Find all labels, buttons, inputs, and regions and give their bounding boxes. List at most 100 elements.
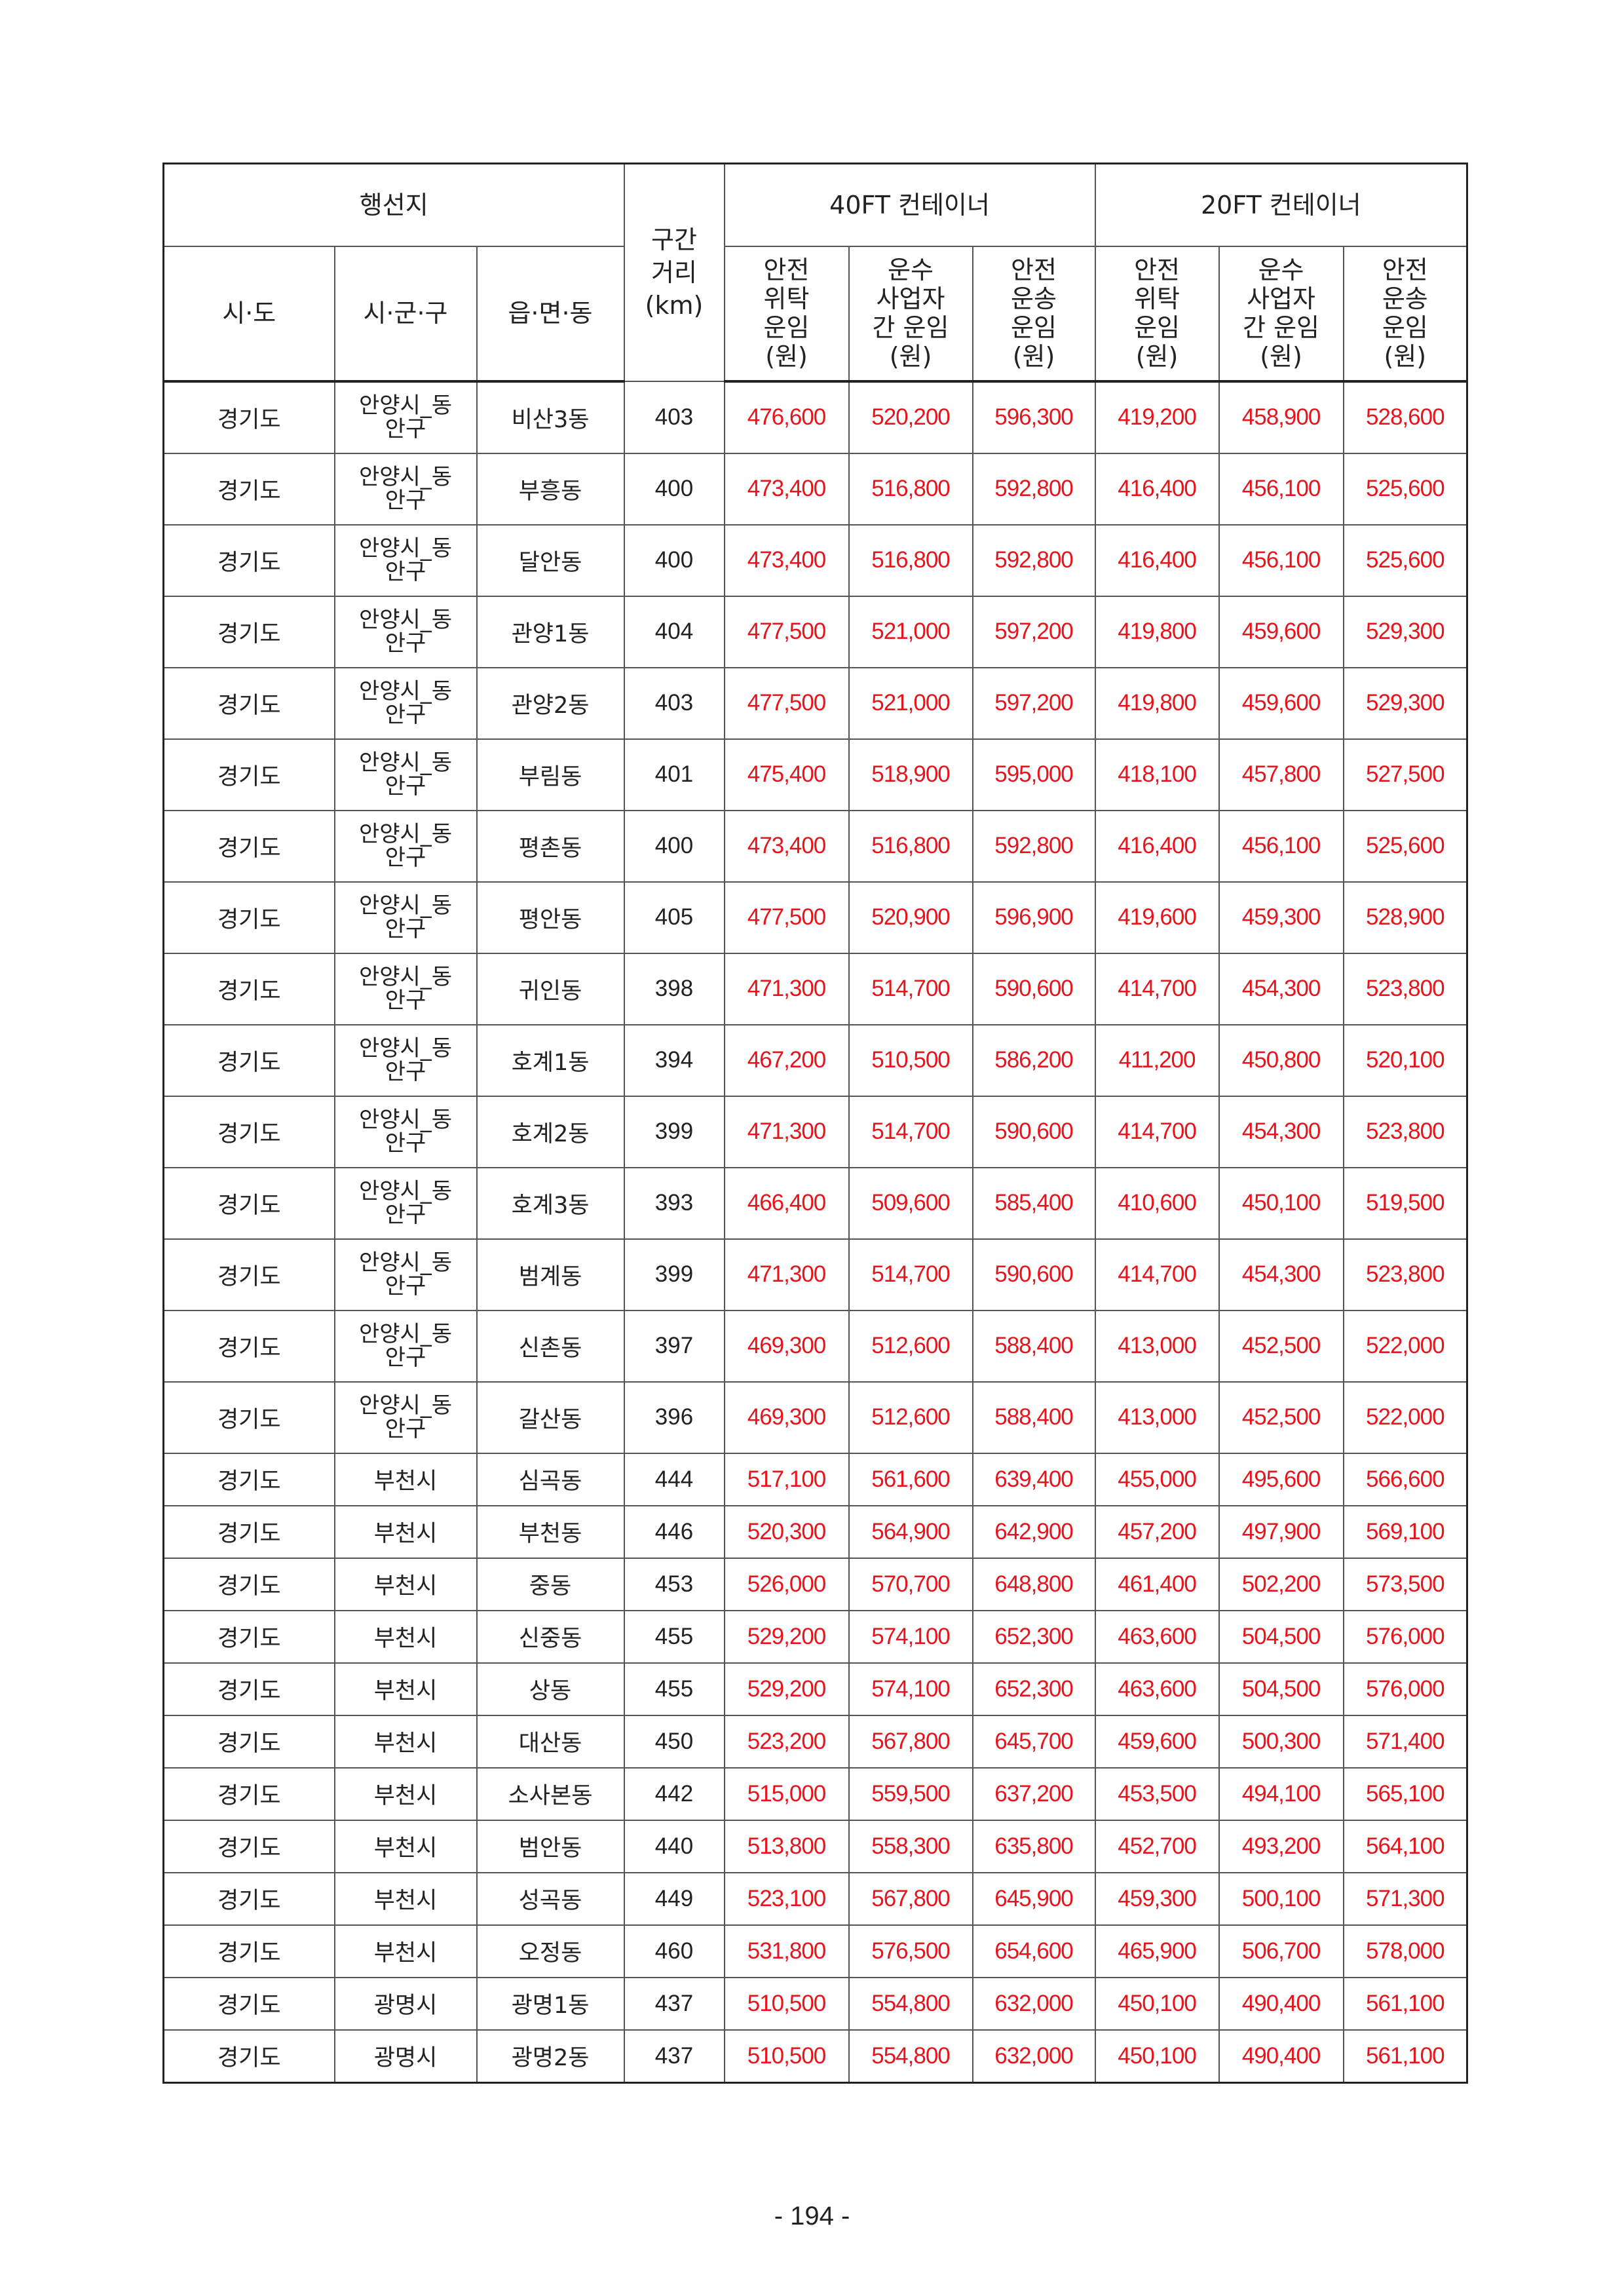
eupmyeondong-cell: 성곡동 bbox=[476, 1871, 625, 1926]
sigungu-line: 안구 bbox=[385, 773, 426, 799]
eupmyeondong-cell: 평촌동 bbox=[476, 809, 625, 883]
eupmyeondong-cell: 갈산동 bbox=[476, 1381, 625, 1454]
distance-cell: 455 bbox=[623, 1662, 725, 1716]
fare-cell: 567,800 bbox=[848, 1714, 973, 1769]
fare-cell: 597,200 bbox=[972, 666, 1096, 740]
fare-cell: 519,500 bbox=[1342, 1166, 1468, 1240]
fare-cell: 529,300 bbox=[1342, 666, 1468, 740]
fare-cell: 520,100 bbox=[1342, 1024, 1468, 1097]
fare-cell: 526,000 bbox=[723, 1557, 850, 1611]
fare-cell: 414,700 bbox=[1094, 952, 1220, 1025]
fare-cell: 523,100 bbox=[723, 1871, 850, 1926]
fare-column-header: 안전 운송 운임 (원) bbox=[1342, 245, 1468, 383]
fare-cell: 528,600 bbox=[1342, 380, 1468, 454]
table-row: 경기도 부천시 부천동 446 520,300 564,900 642,900 457,200… bbox=[162, 1504, 1468, 1559]
sido-cell: 경기도 bbox=[162, 1662, 335, 1716]
fare-cell: 510,500 bbox=[723, 2029, 850, 2083]
fare-cell: 454,300 bbox=[1218, 1095, 1344, 1168]
distance-cell: 396 bbox=[623, 1381, 725, 1454]
fare-cell: 467,200 bbox=[723, 1024, 850, 1097]
fare-cell: 414,700 bbox=[1094, 1238, 1220, 1311]
fare-cell: 513,800 bbox=[723, 1819, 850, 1873]
fare-column-header-line: 안전 bbox=[763, 256, 810, 284]
fare-cell: 514,700 bbox=[848, 1238, 973, 1311]
fare-cell: 463,600 bbox=[1094, 1609, 1220, 1664]
fare-cell: 514,700 bbox=[848, 952, 973, 1025]
fare-cell: 450,100 bbox=[1094, 1976, 1220, 2031]
distance-cell: 446 bbox=[623, 1504, 725, 1559]
distance-cell: 398 bbox=[623, 952, 725, 1025]
sigungu-cell: 안양시_동 안구 bbox=[333, 1309, 478, 1383]
table-row: 경기도 안양시_동 안구 비산3동 403 476,600 520,200 596,300 41… bbox=[162, 380, 1468, 454]
40ft-container-header: 40FT 컨테이너 bbox=[723, 163, 1096, 247]
fare-cell: 592,800 bbox=[972, 524, 1096, 597]
sido-cell: 경기도 bbox=[162, 524, 335, 597]
fare-column-header-line: 사업자 bbox=[1247, 284, 1315, 313]
sigungu-line: 안양시_동 bbox=[358, 821, 453, 847]
fare-cell: 477,500 bbox=[723, 595, 850, 668]
eupmyeondong-cell: 범안동 bbox=[476, 1819, 625, 1873]
sigungu-cell: 안양시_동 안구 bbox=[333, 881, 478, 954]
sigungu-line: 안구 bbox=[385, 1273, 426, 1299]
fare-cell: 418,100 bbox=[1094, 738, 1220, 811]
fare-cell: 564,900 bbox=[848, 1504, 973, 1559]
fare-cell: 466,400 bbox=[723, 1166, 850, 1240]
fare-cell: 561,100 bbox=[1342, 1976, 1468, 2031]
distance-cell: 455 bbox=[623, 1609, 725, 1664]
fare-cell: 567,800 bbox=[848, 1871, 973, 1926]
fare-cell: 573,500 bbox=[1342, 1557, 1468, 1611]
fare-cell: 516,800 bbox=[848, 452, 973, 526]
eupmyeondong-cell: 신중동 bbox=[476, 1609, 625, 1664]
fare-cell: 559,500 bbox=[848, 1767, 973, 1821]
fare-cell: 571,400 bbox=[1342, 1714, 1468, 1769]
eupmyeondong-cell: 호계1동 bbox=[476, 1024, 625, 1097]
fare-cell: 490,400 bbox=[1218, 2029, 1344, 2083]
fare-cell: 574,100 bbox=[848, 1609, 973, 1664]
fare-cell: 639,400 bbox=[972, 1452, 1096, 1506]
fare-cell: 637,200 bbox=[972, 1767, 1096, 1821]
sido-cell: 경기도 bbox=[162, 1452, 335, 1506]
table-row: 경기도 안양시_동 안구 관양2동 403 477,500 521,000 597,200 41… bbox=[162, 666, 1468, 740]
sido-cell: 경기도 bbox=[162, 809, 335, 883]
fare-cell: 652,300 bbox=[972, 1662, 1096, 1716]
fare-cell: 459,600 bbox=[1094, 1714, 1220, 1769]
sigungu-line: 안양시_동 bbox=[358, 678, 453, 704]
fare-cell: 527,500 bbox=[1342, 738, 1468, 811]
table-row: 경기도 안양시_동 안구 평안동 405 477,500 520,900 596,900 419… bbox=[162, 881, 1468, 954]
sigungu-line: 안구 bbox=[385, 559, 426, 585]
fare-cell: 473,400 bbox=[723, 809, 850, 883]
sido-header: 시·도 bbox=[162, 245, 335, 383]
fare-column-header-line: 사업자 bbox=[876, 284, 945, 313]
sigungu-line: 안구 bbox=[385, 416, 426, 442]
fare-cell: 452,500 bbox=[1218, 1381, 1344, 1454]
fare-cell: 529,200 bbox=[723, 1609, 850, 1664]
fare-cell: 516,800 bbox=[848, 524, 973, 597]
distance-cell: 437 bbox=[623, 1976, 725, 2031]
fare-cell: 459,300 bbox=[1094, 1871, 1220, 1926]
fare-cell: 523,800 bbox=[1342, 952, 1468, 1025]
distance-cell: 403 bbox=[623, 380, 725, 454]
fare-cell: 500,100 bbox=[1218, 1871, 1344, 1926]
fare-cell: 465,900 bbox=[1094, 1924, 1220, 1978]
fare-cell: 477,500 bbox=[723, 666, 850, 740]
fare-column-header: 안전 운송 운임 (원) bbox=[972, 245, 1096, 383]
table-row: 경기도 안양시_동 안구 귀인동 398 471,300 514,700 590,600 414… bbox=[162, 952, 1468, 1025]
fare-cell: 457,800 bbox=[1218, 738, 1344, 811]
eupmyeondong-cell: 관양2동 bbox=[476, 666, 625, 740]
table-row: 경기도 안양시_동 안구 호계3동 393 466,400 509,600 585,400 41… bbox=[162, 1166, 1468, 1240]
fare-cell: 576,500 bbox=[848, 1924, 973, 1978]
fare-cell: 500,300 bbox=[1218, 1714, 1344, 1769]
eupmyeondong-cell: 광명2동 bbox=[476, 2029, 625, 2083]
fare-cell: 564,100 bbox=[1342, 1819, 1468, 1873]
fare-cell: 459,600 bbox=[1218, 595, 1344, 668]
eupmyeondong-cell: 비산3동 bbox=[476, 380, 625, 454]
fare-cell: 414,700 bbox=[1094, 1095, 1220, 1168]
distance-cell: 393 bbox=[623, 1166, 725, 1240]
sigungu-line: 안구 bbox=[385, 630, 426, 657]
fare-cell: 566,600 bbox=[1342, 1452, 1468, 1506]
fare-column-header-line: (원) bbox=[765, 342, 808, 371]
fare-cell: 525,600 bbox=[1342, 452, 1468, 526]
fare-cell: 453,500 bbox=[1094, 1767, 1220, 1821]
table-row: 경기도 부천시 신중동 455 529,200 574,100 652,300 463,600… bbox=[162, 1609, 1468, 1664]
fare-cell: 520,200 bbox=[848, 380, 973, 454]
